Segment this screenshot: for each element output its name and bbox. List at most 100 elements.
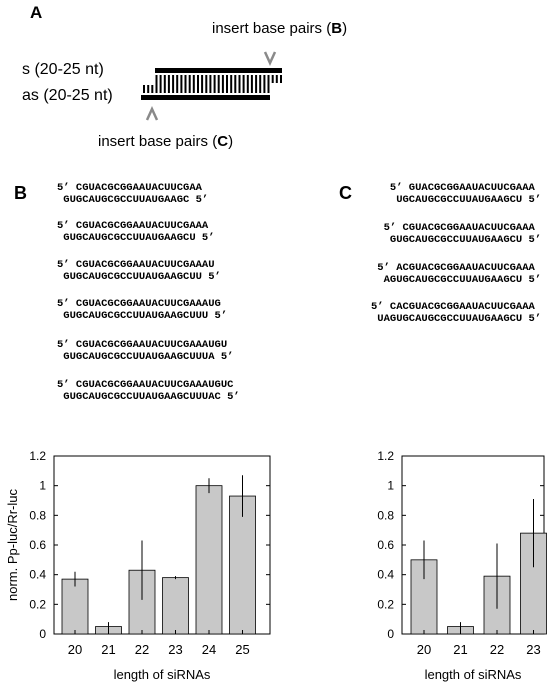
insert-bottom-suffix: ) [228,133,234,150]
base-pair-tick [263,75,266,93]
panel-b-letter: B [14,183,27,203]
base-pair-tick [217,75,220,93]
y-tick-label: 1.2 [29,449,46,463]
base-pair-tick [167,75,170,93]
x-tick-label: 25 [235,642,249,657]
base-pair-tick [246,75,249,93]
duplex-b-3-antisense: GUGCAUGCGCCUUAUGAAGCUU 5’ [57,271,221,283]
base-pair-tick [255,75,258,93]
y-tick-label: 0.8 [29,508,46,522]
base-pair-tick [176,75,179,93]
antisense-label: as (20-25 nt) [22,87,113,104]
bar [229,495,256,635]
duplex-c-2-sense: 5’ CGUACGCGGAAUACUUCGAAA [371,222,535,234]
duplex-b-5: 5’ CGUACGCGGAAUACUUCGAAAUGU GUGCAUGCGCCU… [57,339,233,363]
chart-panel-b: 0 0.2 0.4 0.6 0.8 1 1.2 20 21 22 23 24 25 length of s… [5,449,271,682]
base-pair-tick [201,75,204,93]
base-pair-tick [159,75,162,93]
panel-c-letter: C [339,183,352,203]
base-pair-tick [180,75,183,93]
base-pair-tick [188,75,191,93]
x-tick-label: 21 [453,642,467,657]
base-pair-tick [151,85,154,93]
y-tick-label: 0.6 [29,538,46,552]
y-tick-label: 0 [387,627,394,641]
base-pair-tick [143,85,145,93]
duplex-c-4-antisense: UAGUGCAUGCGCCUUAUGAAGCU 5’ [371,313,542,325]
base-pair-tick [172,75,175,93]
caret-top-icon [263,51,277,67]
base-pair-tick [213,75,216,93]
duplex-c-1-sense: 5’ GUACGCGGAAUACUUCGAAA [371,182,535,194]
duplex-b-3-sense: 5’ CGUACGCGGAAUACUUCGAAAU [57,259,215,271]
duplex-b-1-antisense: GUGCAUGCGCCUUAUGAAGC 5’ [57,194,209,206]
y-tick-label: 0.8 [377,508,394,522]
duplex-b-2-antisense: GUGCAUGCGCCUUAUGAAGCU 5’ [57,232,215,244]
insert-top-label: insert base pairs (B) [212,20,347,37]
base-pair-tick [271,75,274,83]
duplex-b-5-sense: 5’ CGUACGCGGAAUACUUCGAAAUGU [57,339,228,351]
x-axis-label: length of siRNAs [114,667,211,682]
base-pair-tick [155,75,158,93]
base-pair-ticks [143,75,282,93]
insert-top-suffix: ) [342,20,348,37]
duplex-c-2-antisense: GUGCAUGCGCCUUAUGAAGCU 5’ [371,234,542,246]
sense-strand-bar [155,68,282,73]
duplex-b-2-sense: 5’ CGUACGCGGAAUACUUCGAAA [57,220,209,232]
base-pair-tick [163,75,166,93]
duplex-b-5-antisense: GUGCAUGCGCCUUAUGAAGCUUUA 5’ [57,351,234,363]
y-tick-label: 1 [387,479,394,493]
insert-bottom-letter: C [217,133,229,150]
bar [195,485,223,635]
base-pair-tick [205,75,208,93]
insert-bottom-label: insert base pairs (C) [98,133,233,150]
duplex-c-2: 5’ CGUACGCGGAAUACUUCGAAA GUGCAUGCGCCUUAU… [371,222,542,246]
panel-a-letter: A [30,3,43,22]
insert-top-letter: B [331,20,343,37]
base-pair-tick [250,75,253,93]
sense-label: s (20-25 nt) [22,61,104,78]
y-tick-label: 0.4 [377,568,394,582]
base-pair-tick [197,75,199,93]
duplex-b-3: 5’ CGUACGCGGAAUACUUCGAAAU GUGCAUGCGCCUUA… [57,259,221,283]
chart-panel-c: 0 0.2 0.4 0.6 0.8 1 1.2 20 21 22 23 length of siRNA… [377,449,547,682]
duplex-b-6: 5’ CGUACGCGGAAUACUUCGAAAUGUC GUGCAUGCGCC… [57,379,240,403]
duplex-c-3-antisense: AGUGCAUGCGCCUUAUGAAGCU 5’ [371,274,542,286]
base-pair-tick [221,75,224,93]
base-pair-tick [280,75,282,83]
y-tick-label: 0.2 [29,597,46,611]
base-pair-tick [209,75,212,93]
insert-top-prefix: insert base pairs ( [212,20,332,37]
base-pair-tick [242,75,245,93]
x-tick-label: 23 [526,642,540,657]
bar [162,577,189,635]
base-pair-tick [275,75,278,83]
y-axis-label: norm. Pp-luc/Rr-luc [5,489,20,601]
base-pair-tick [192,75,195,93]
y-tick-label: 0.6 [377,538,394,552]
y-tick-label: 0.4 [29,568,46,582]
duplex-c-1: 5’ GUACGCGGAAUACUUCGAAA UGCAUGCGCCUUAUGA… [371,182,541,206]
x-tick-label: 20 [417,642,431,657]
duplex-b-6-sense: 5’ CGUACGCGGAAUACUUCGAAAUGUC [57,379,234,391]
y-tick-label: 1 [39,479,46,493]
bar [61,578,89,635]
base-pair-tick [234,75,237,93]
duplex-b-4-antisense: GUGCAUGCGCCUUAUGAAGCUUU 5’ [57,310,228,322]
x-tick-label: 24 [202,642,216,657]
duplex-c-3-sense: 5’ ACGUACGCGGAAUACUUCGAAA [371,262,535,274]
base-pair-tick [238,75,241,93]
base-pair-tick [267,75,270,93]
y-tick-label: 0 [39,627,46,641]
duplex-b-4-sense: 5’ CGUACGCGGAAUACUUCGAAAUG [57,298,221,310]
antisense-strand-bar [141,95,270,100]
duplex-b-2: 5’ CGUACGCGGAAUACUUCGAAA GUGCAUGCGCCUUAU… [57,220,215,244]
duplex-b-4: 5’ CGUACGCGGAAUACUUCGAAAUG GUGCAUGCGCCUU… [57,298,227,322]
x-tick-label: 22 [490,642,504,657]
x-axis-label: length of siRNAs [425,667,522,682]
x-tick-label: 20 [68,642,82,657]
base-pair-tick [147,85,150,93]
insert-bottom-prefix: insert base pairs ( [98,133,218,150]
base-pair-tick [226,75,228,93]
base-pair-tick [259,75,262,93]
